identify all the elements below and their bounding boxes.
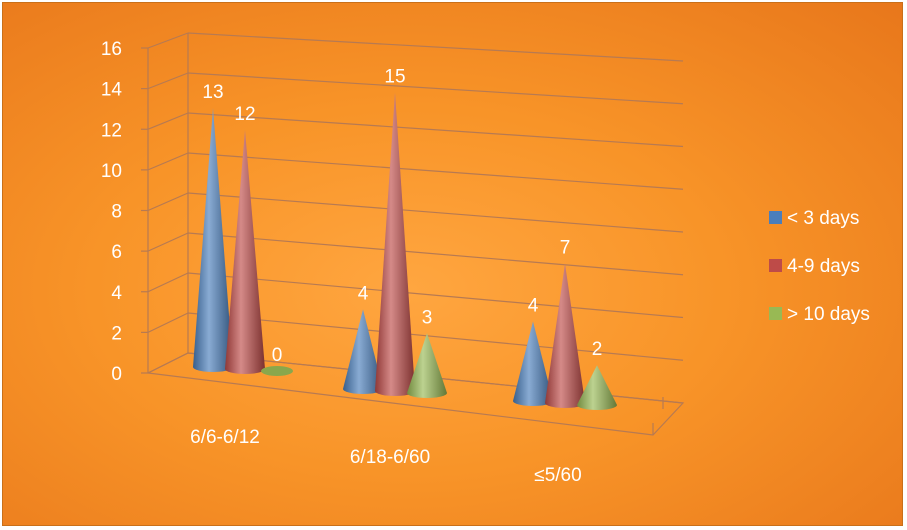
gridline bbox=[188, 73, 683, 104]
side-gridline bbox=[148, 73, 188, 89]
data-label: 12 bbox=[234, 104, 255, 125]
gridline bbox=[188, 113, 683, 147]
side-gridline bbox=[148, 273, 188, 292]
x-category-label: 6/6-6/12 bbox=[190, 427, 260, 448]
cone-2-2 bbox=[577, 365, 617, 410]
legend-label: > 10 days bbox=[787, 304, 870, 325]
y-tick-label: 8 bbox=[111, 202, 122, 223]
data-label: 15 bbox=[384, 66, 405, 87]
y-tick-label: 12 bbox=[101, 120, 122, 141]
data-label: 0 bbox=[272, 345, 283, 366]
side-gridline bbox=[148, 233, 188, 251]
gridline bbox=[188, 33, 683, 61]
y-tick-label: 4 bbox=[111, 283, 122, 304]
cone-1-0 bbox=[225, 130, 265, 374]
y-tick-label: 10 bbox=[101, 161, 122, 182]
legend-label: < 3 days bbox=[787, 208, 859, 229]
cone-2-0 bbox=[261, 366, 293, 376]
data-label: 3 bbox=[422, 307, 433, 328]
data-label: 4 bbox=[358, 283, 369, 304]
side-gridline bbox=[148, 153, 188, 170]
y-tick-label: 2 bbox=[111, 323, 122, 344]
data-label: 4 bbox=[528, 295, 539, 316]
data-label: 2 bbox=[592, 339, 603, 360]
gridline bbox=[188, 233, 683, 275]
cone-1-2 bbox=[545, 264, 585, 408]
y-tick-label: 16 bbox=[101, 39, 122, 60]
x-category-label: ≤5/60 bbox=[534, 465, 581, 486]
gridline bbox=[188, 273, 683, 318]
y-tick-label: 14 bbox=[101, 80, 123, 101]
side-gridline bbox=[148, 313, 188, 332]
legend-swatch bbox=[769, 307, 782, 320]
cone-1-1 bbox=[375, 92, 415, 396]
data-label: 7 bbox=[560, 238, 571, 259]
y-tick-label: 0 bbox=[111, 364, 122, 385]
data-label: 13 bbox=[202, 82, 223, 103]
side-gridline bbox=[148, 193, 188, 211]
legend-label: 4-9 days bbox=[787, 256, 860, 277]
legend-swatch bbox=[769, 259, 782, 272]
cone-chart: 0 2 4 6 8 10 12 14 16 13 12 0 4 15 3 4 7 2 6/6-6/12 6/18-… bbox=[3, 3, 903, 526]
gridline bbox=[188, 193, 683, 232]
legend-swatch bbox=[769, 211, 782, 224]
side-gridline bbox=[148, 33, 188, 48]
y-tick-label: 6 bbox=[111, 242, 122, 263]
side-gridline bbox=[148, 353, 188, 373]
gridline bbox=[188, 153, 683, 189]
side-gridline bbox=[148, 113, 188, 129]
cone-0-0 bbox=[193, 108, 233, 372]
x-category-label: 6/18-6/60 bbox=[350, 447, 430, 468]
